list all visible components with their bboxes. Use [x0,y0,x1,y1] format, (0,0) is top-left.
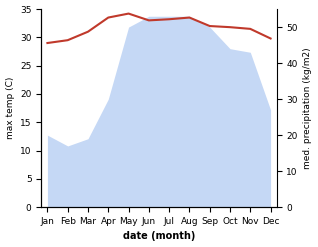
Y-axis label: max temp (C): max temp (C) [5,77,15,139]
X-axis label: date (month): date (month) [123,231,195,242]
Y-axis label: med. precipitation (kg/m2): med. precipitation (kg/m2) [303,47,313,169]
